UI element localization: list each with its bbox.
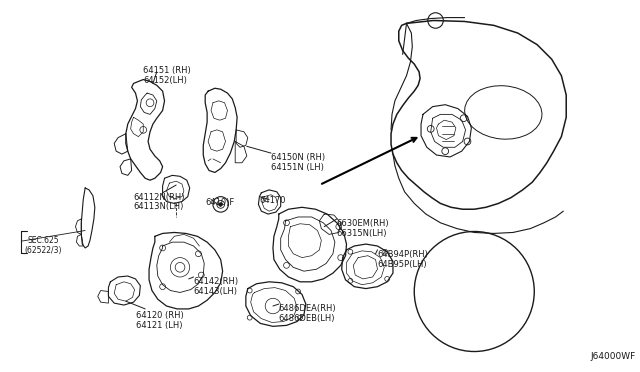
Text: 64151 (RH): 64151 (RH) xyxy=(143,66,191,75)
Text: 64121 (LH): 64121 (LH) xyxy=(136,321,182,330)
Text: 64142(RH): 64142(RH) xyxy=(193,277,239,286)
Text: (62522/3): (62522/3) xyxy=(24,246,61,255)
Text: 64B94P(RH): 64B94P(RH) xyxy=(378,250,428,259)
Text: 64150N (RH): 64150N (RH) xyxy=(271,153,325,162)
Text: 64B95P(LH): 64B95P(LH) xyxy=(378,260,427,269)
Text: 64120 (RH): 64120 (RH) xyxy=(136,311,183,320)
Text: 6630EM(RH): 6630EM(RH) xyxy=(337,219,390,228)
Text: 64112N(RH): 64112N(RH) xyxy=(134,193,185,202)
Text: SEC.625: SEC.625 xyxy=(27,236,59,245)
Text: J64000WF: J64000WF xyxy=(591,353,636,362)
Text: 6486DEB(LH): 6486DEB(LH) xyxy=(279,314,335,323)
Text: 66315N(LH): 66315N(LH) xyxy=(337,228,387,238)
Circle shape xyxy=(220,203,222,206)
Text: 64151N (LH): 64151N (LH) xyxy=(271,163,324,172)
Text: 64143(LH): 64143(LH) xyxy=(193,287,237,296)
Text: 6410)F: 6410)F xyxy=(205,198,234,206)
Text: 64170: 64170 xyxy=(259,196,286,205)
Text: 64152(LH): 64152(LH) xyxy=(143,76,187,85)
Text: 6486DEA(RH): 6486DEA(RH) xyxy=(279,304,337,313)
Text: 64113N(LH): 64113N(LH) xyxy=(134,202,184,211)
